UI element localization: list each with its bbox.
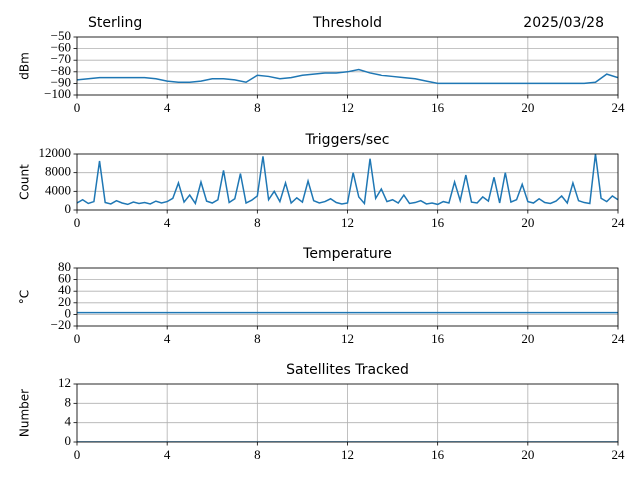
x-tick-label: 24 [612,331,626,346]
y-tick-label: −100 [44,86,71,101]
y-tick-label: 12000 [39,145,72,160]
y-tick-label: 8 [65,394,72,409]
x-tick-label: 8 [254,331,261,346]
y-tick-label: 12 [58,375,71,390]
x-tick-label: 16 [431,331,445,346]
y-tick-label: 0 [65,433,72,448]
plot-frame [76,267,619,327]
location: Sterling [88,15,142,31]
x-tick-label: 0 [74,215,81,230]
x-tick-label: 4 [164,331,171,346]
date: 2025/03/28 [523,15,604,31]
y-tick-label: −20 [51,317,71,332]
x-tick-label: 8 [254,215,261,230]
y-tick-label: 60 [58,271,71,286]
x-tick-label: 12 [341,447,354,462]
y-tick-label: 40 [58,282,71,297]
chart-title: Threshold [312,15,382,31]
plot-frame [76,153,619,211]
y-tick-label: −50 [51,28,71,43]
x-tick-label: 24 [612,215,626,230]
chart-title: Triggers/sec [305,132,390,148]
y-tick-label: 8000 [45,164,71,179]
x-tick-label: 24 [612,100,626,115]
y-tick-label: 80 [58,259,71,274]
x-tick-label: 20 [521,447,534,462]
y-axis-label: °C [18,290,32,304]
y-tick-label: −80 [51,63,71,78]
x-tick-label: 12 [341,215,354,230]
y-tick-label: 0 [65,305,72,320]
y-tick-label: 20 [58,294,71,309]
x-tick-label: 4 [164,215,171,230]
x-tick-label: 0 [74,447,81,462]
y-tick-label: −60 [51,40,71,55]
y-tick-label: 4000 [45,182,71,197]
x-tick-label: 4 [164,100,171,115]
x-tick-label: 12 [341,100,354,115]
x-tick-label: 8 [254,447,261,462]
plot-frame [76,36,619,96]
x-tick-label: 20 [521,331,534,346]
y-axis-label: Number [18,389,32,437]
y-axis-label: Count [18,164,32,200]
x-tick-label: 16 [431,100,445,115]
x-tick-label: 16 [431,447,445,462]
chart-title: Temperature [302,246,392,262]
data-line [77,68,618,85]
data-line [77,154,618,206]
x-tick-label: 16 [431,215,445,230]
x-tick-label: 4 [164,447,171,462]
y-tick-label: 4 [65,414,72,429]
chart-title: Satellites Tracked [286,362,409,378]
y-tick-label: −70 [51,51,71,66]
x-tick-label: 12 [341,331,354,346]
y-tick-label: −90 [51,74,71,89]
x-tick-label: 8 [254,100,261,115]
y-tick-label: 0 [65,201,72,216]
x-tick-label: 20 [521,215,534,230]
x-tick-label: 0 [74,331,81,346]
y-axis-label: dBm [18,52,32,80]
x-tick-label: 0 [74,100,81,115]
x-tick-label: 20 [521,100,534,115]
plot-frame [76,383,619,443]
x-tick-label: 24 [612,447,626,462]
